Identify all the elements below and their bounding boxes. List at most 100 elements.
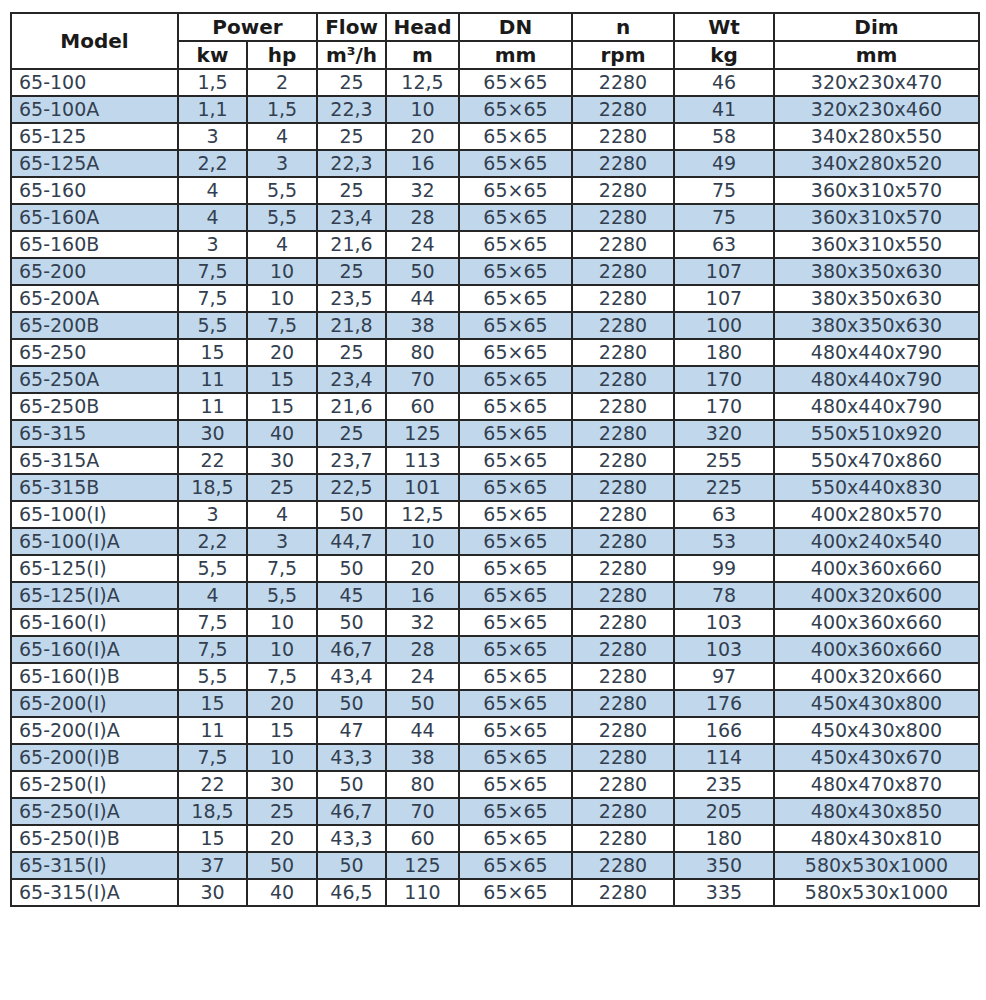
cell-hp: 50 <box>247 852 317 879</box>
cell-kw: 3 <box>178 123 247 150</box>
cell-kw: 5,5 <box>178 663 247 690</box>
cell-head: 24 <box>386 231 459 258</box>
cell-n: 2280 <box>572 393 674 420</box>
cell-kw: 3 <box>178 231 247 258</box>
cell-model: 65-125A <box>11 150 178 177</box>
cell-wt: 53 <box>674 528 774 555</box>
cell-head: 28 <box>386 204 459 231</box>
cell-hp: 10 <box>247 285 317 312</box>
cell-hp: 15 <box>247 366 317 393</box>
cell-n: 2280 <box>572 447 674 474</box>
table-row: 65-2007,510255065×652280107380x350x630 <box>11 258 979 285</box>
cell-dim: 340x280x550 <box>774 123 979 150</box>
unit-header-flow: m³/h <box>317 41 386 69</box>
cell-dim: 450x430x800 <box>774 717 979 744</box>
cell-head: 50 <box>386 690 459 717</box>
cell-model: 65-250B <box>11 393 178 420</box>
cell-hp: 30 <box>247 771 317 798</box>
cell-dim: 360x310x570 <box>774 177 979 204</box>
cell-wt: 180 <box>674 825 774 852</box>
cell-hp: 20 <box>247 690 317 717</box>
table-row: 65-12534252065×65228058340x280x550 <box>11 123 979 150</box>
cell-head: 50 <box>386 258 459 285</box>
cell-model: 65-315(I) <box>11 852 178 879</box>
cell-flow: 47 <box>317 717 386 744</box>
cell-model: 65-125 <box>11 123 178 150</box>
table-row: 65-315A223023,711365×652280255550x470x86… <box>11 447 979 474</box>
table-row: 65-1001,522512,565×65228046320x230x470 <box>11 69 979 96</box>
cell-flow: 46,7 <box>317 636 386 663</box>
cell-flow: 25 <box>317 420 386 447</box>
cell-flow: 43,3 <box>317 825 386 852</box>
cell-kw: 2,2 <box>178 150 247 177</box>
cell-n: 2280 <box>572 312 674 339</box>
cell-dim: 480x440x790 <box>774 339 979 366</box>
cell-flow: 50 <box>317 852 386 879</box>
cell-kw: 18,5 <box>178 474 247 501</box>
cell-head: 10 <box>386 528 459 555</box>
unit-header-head: m <box>386 41 459 69</box>
cell-n: 2280 <box>572 798 674 825</box>
cell-wt: 41 <box>674 96 774 123</box>
cell-wt: 350 <box>674 852 774 879</box>
cell-n: 2280 <box>572 204 674 231</box>
cell-flow: 45 <box>317 582 386 609</box>
cell-hp: 1,5 <box>247 96 317 123</box>
cell-dim: 480x470x870 <box>774 771 979 798</box>
cell-head: 70 <box>386 798 459 825</box>
cell-model: 65-200(I)A <box>11 717 178 744</box>
cell-n: 2280 <box>572 123 674 150</box>
cell-flow: 25 <box>317 69 386 96</box>
cell-hp: 10 <box>247 258 317 285</box>
cell-n: 2280 <box>572 177 674 204</box>
cell-n: 2280 <box>572 852 674 879</box>
cell-hp: 30 <box>247 447 317 474</box>
cell-head: 10 <box>386 96 459 123</box>
cell-flow: 46,5 <box>317 879 386 906</box>
col-header-n: n <box>572 13 674 41</box>
cell-dn: 65×65 <box>459 528 572 555</box>
table-row: 65-200(I)1520505065×652280176450x430x800 <box>11 690 979 717</box>
table-row: 65-31530402512565×652280320550x510x920 <box>11 420 979 447</box>
cell-dim: 550x440x830 <box>774 474 979 501</box>
cell-dn: 65×65 <box>459 312 572 339</box>
cell-dn: 65×65 <box>459 339 572 366</box>
col-header-power: Power <box>178 13 317 41</box>
cell-dn: 65×65 <box>459 609 572 636</box>
cell-kw: 15 <box>178 690 247 717</box>
cell-kw: 1,5 <box>178 69 247 96</box>
cell-dn: 65×65 <box>459 690 572 717</box>
cell-dn: 65×65 <box>459 123 572 150</box>
cell-wt: 320 <box>674 420 774 447</box>
cell-n: 2280 <box>572 285 674 312</box>
cell-model: 65-160(I) <box>11 609 178 636</box>
cell-hp: 3 <box>247 150 317 177</box>
col-header-model: Model <box>11 13 178 69</box>
cell-kw: 15 <box>178 339 247 366</box>
cell-dim: 400x320x660 <box>774 663 979 690</box>
cell-kw: 4 <box>178 204 247 231</box>
cell-head: 44 <box>386 717 459 744</box>
cell-kw: 11 <box>178 393 247 420</box>
cell-wt: 103 <box>674 609 774 636</box>
cell-n: 2280 <box>572 825 674 852</box>
cell-model: 65-250 <box>11 339 178 366</box>
header-row-titles: Model Power Flow Head DN n Wt Dim <box>11 13 979 41</box>
cell-model: 65-200(I)B <box>11 744 178 771</box>
cell-dim: 550x470x860 <box>774 447 979 474</box>
cell-model: 65-160A <box>11 204 178 231</box>
cell-flow: 25 <box>317 258 386 285</box>
cell-head: 101 <box>386 474 459 501</box>
cell-flow: 50 <box>317 771 386 798</box>
table-row: 65-160A45,523,42865×65228075360x310x570 <box>11 204 979 231</box>
cell-head: 24 <box>386 663 459 690</box>
cell-wt: 170 <box>674 393 774 420</box>
cell-dn: 65×65 <box>459 717 572 744</box>
cell-dn: 65×65 <box>459 447 572 474</box>
cell-hp: 7,5 <box>247 312 317 339</box>
table-row: 65-160B3421,62465×65228063360x310x550 <box>11 231 979 258</box>
cell-wt: 235 <box>674 771 774 798</box>
cell-dim: 550x510x920 <box>774 420 979 447</box>
cell-model: 65-200 <box>11 258 178 285</box>
table-row: 65-315(I)37505012565×652280350580x530x10… <box>11 852 979 879</box>
